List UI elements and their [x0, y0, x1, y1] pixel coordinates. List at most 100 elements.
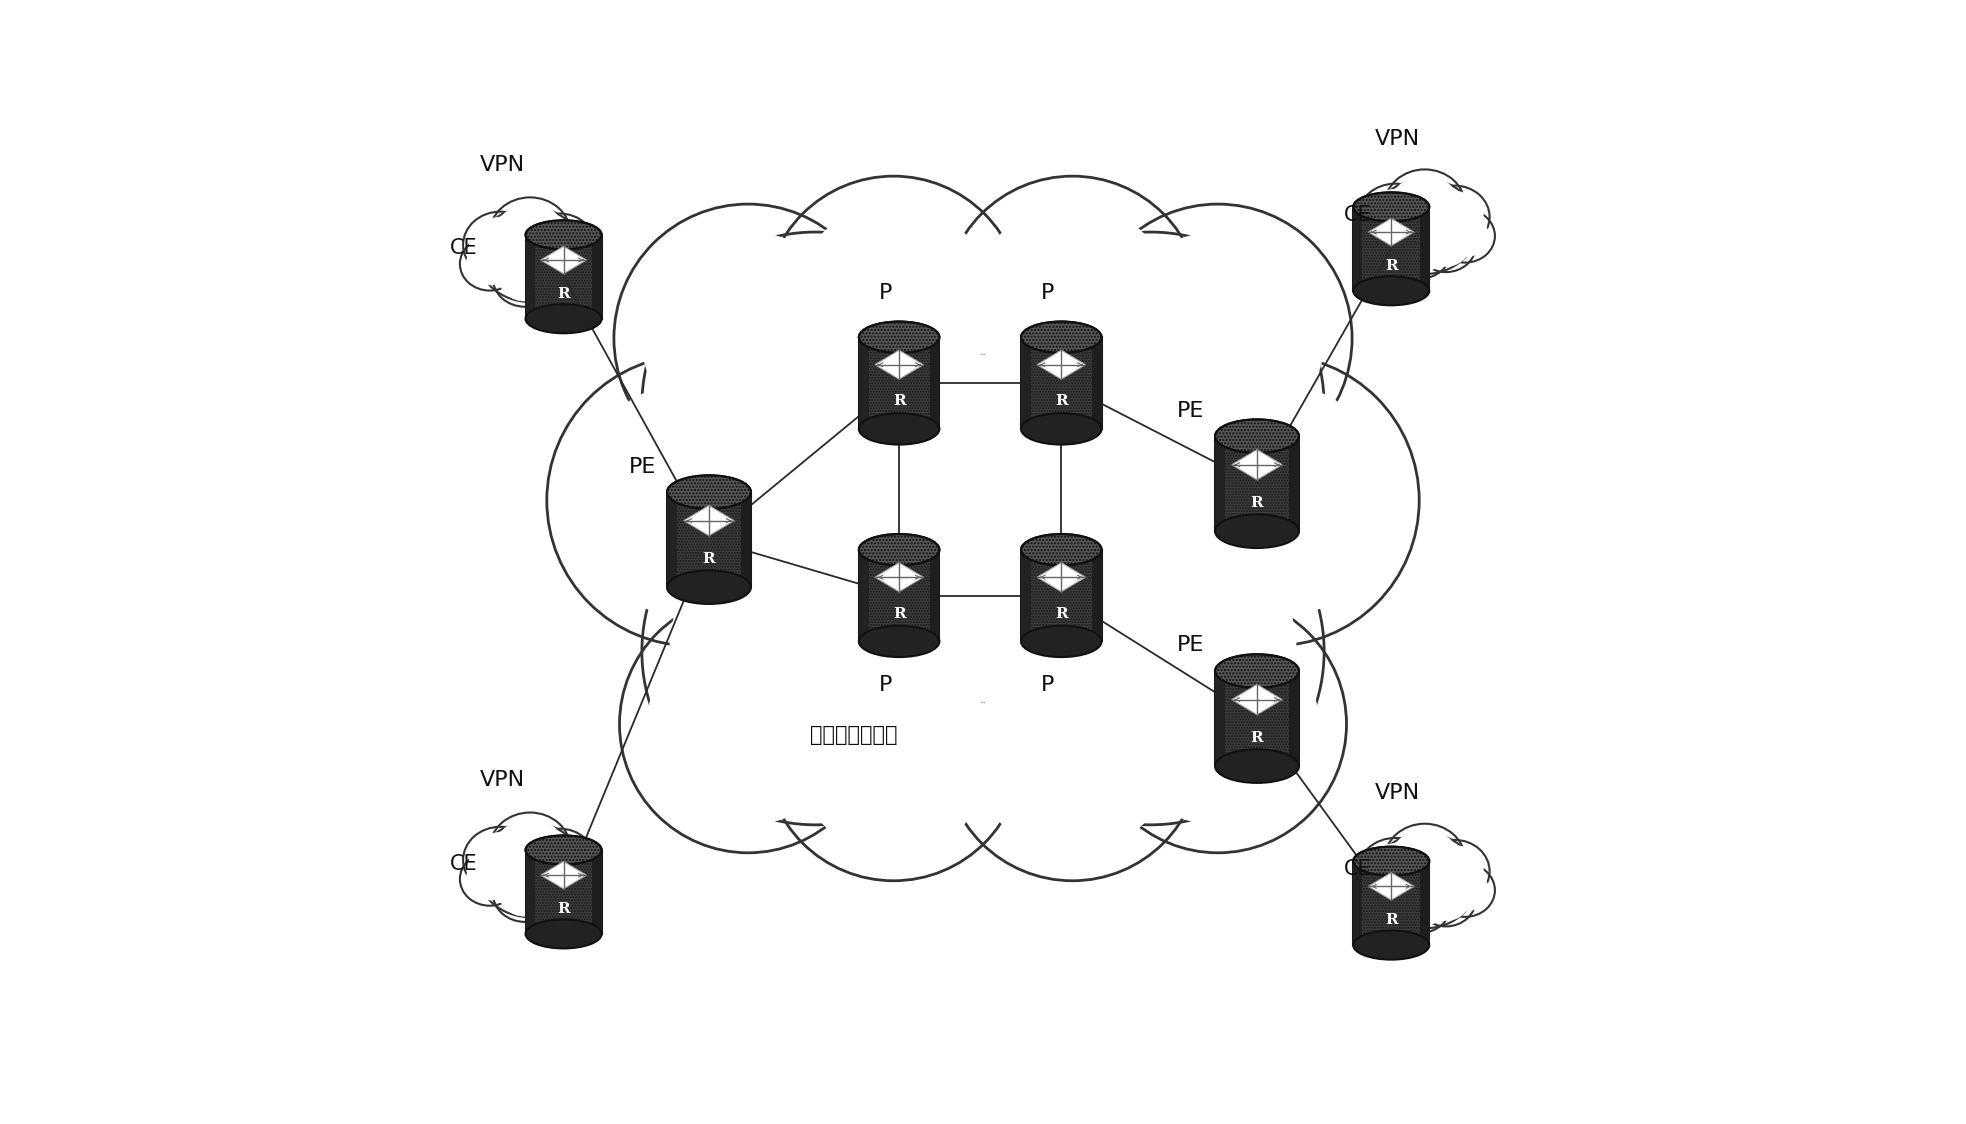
Polygon shape [859, 337, 869, 429]
Circle shape [619, 596, 877, 853]
Text: CE: CE [450, 853, 478, 873]
Ellipse shape [1360, 869, 1408, 912]
Ellipse shape [478, 207, 584, 302]
Ellipse shape [1394, 881, 1445, 927]
Ellipse shape [1020, 321, 1101, 353]
Ellipse shape [1355, 863, 1414, 917]
Ellipse shape [666, 475, 751, 509]
Text: P: P [879, 674, 893, 695]
Circle shape [977, 232, 1325, 579]
Text: R: R [1384, 913, 1398, 927]
Ellipse shape [1359, 183, 1431, 251]
Ellipse shape [859, 626, 940, 658]
Circle shape [859, 327, 1107, 573]
Ellipse shape [478, 822, 584, 917]
Circle shape [574, 383, 810, 618]
Circle shape [765, 176, 1022, 434]
Polygon shape [525, 850, 535, 934]
Text: VPN: VPN [480, 770, 525, 790]
Ellipse shape [1384, 824, 1465, 896]
Ellipse shape [1416, 219, 1476, 272]
Ellipse shape [466, 243, 513, 284]
Ellipse shape [1441, 215, 1488, 257]
Ellipse shape [666, 570, 751, 604]
Polygon shape [592, 850, 602, 934]
Text: PE: PE [629, 456, 657, 477]
Polygon shape [1215, 671, 1225, 767]
Ellipse shape [493, 864, 556, 922]
Polygon shape [859, 550, 940, 642]
Circle shape [647, 624, 849, 825]
Ellipse shape [1020, 414, 1101, 445]
Polygon shape [1290, 436, 1300, 532]
Ellipse shape [859, 321, 940, 353]
Circle shape [613, 205, 883, 472]
Circle shape [944, 624, 1201, 881]
Ellipse shape [1390, 830, 1459, 890]
Polygon shape [1419, 861, 1429, 945]
Ellipse shape [495, 203, 564, 264]
Circle shape [1005, 506, 1296, 797]
Ellipse shape [1215, 654, 1300, 688]
Ellipse shape [490, 813, 570, 885]
Ellipse shape [1353, 846, 1429, 876]
Ellipse shape [470, 217, 531, 272]
Text: R: R [702, 552, 716, 565]
Text: R: R [1250, 731, 1264, 744]
Ellipse shape [499, 870, 550, 916]
Ellipse shape [1425, 845, 1482, 897]
Text: PE: PE [1176, 400, 1203, 420]
Ellipse shape [525, 828, 596, 891]
Polygon shape [1368, 872, 1414, 900]
Ellipse shape [1020, 534, 1101, 565]
Text: 服务提供商网络: 服务提供商网络 [810, 725, 896, 745]
Circle shape [971, 652, 1174, 853]
Polygon shape [1215, 671, 1300, 767]
Ellipse shape [1359, 839, 1431, 905]
Polygon shape [1353, 861, 1362, 945]
Polygon shape [1233, 450, 1282, 480]
Ellipse shape [547, 243, 594, 284]
Ellipse shape [859, 534, 940, 565]
Polygon shape [930, 337, 940, 429]
Ellipse shape [460, 237, 519, 290]
Ellipse shape [525, 214, 596, 277]
Ellipse shape [1215, 750, 1300, 783]
Ellipse shape [525, 919, 602, 949]
Polygon shape [1020, 337, 1030, 429]
Text: R: R [1056, 395, 1068, 408]
Ellipse shape [1390, 175, 1459, 236]
Polygon shape [875, 563, 924, 591]
Polygon shape [541, 246, 586, 274]
Ellipse shape [490, 198, 570, 270]
Polygon shape [1020, 550, 1101, 642]
Ellipse shape [547, 858, 594, 900]
Polygon shape [666, 492, 676, 587]
Text: PE: PE [1176, 635, 1203, 655]
Ellipse shape [531, 219, 588, 271]
Ellipse shape [1353, 192, 1429, 221]
Ellipse shape [484, 827, 576, 912]
Circle shape [944, 176, 1201, 434]
Circle shape [641, 232, 855, 445]
Circle shape [670, 506, 961, 797]
Ellipse shape [460, 852, 519, 906]
Ellipse shape [859, 414, 940, 445]
Ellipse shape [1372, 833, 1478, 928]
Ellipse shape [499, 255, 550, 301]
Text: R: R [556, 901, 570, 916]
Polygon shape [741, 492, 751, 587]
Ellipse shape [1364, 844, 1425, 899]
Circle shape [859, 483, 1107, 729]
Ellipse shape [464, 827, 537, 894]
Text: R: R [893, 395, 906, 408]
Circle shape [1156, 383, 1392, 618]
Polygon shape [525, 850, 602, 934]
Ellipse shape [1388, 876, 1451, 933]
Text: R: R [893, 607, 906, 620]
Polygon shape [1419, 207, 1429, 291]
Ellipse shape [1372, 179, 1478, 274]
Ellipse shape [1423, 879, 1469, 921]
Polygon shape [1038, 563, 1085, 591]
Polygon shape [1353, 207, 1429, 291]
